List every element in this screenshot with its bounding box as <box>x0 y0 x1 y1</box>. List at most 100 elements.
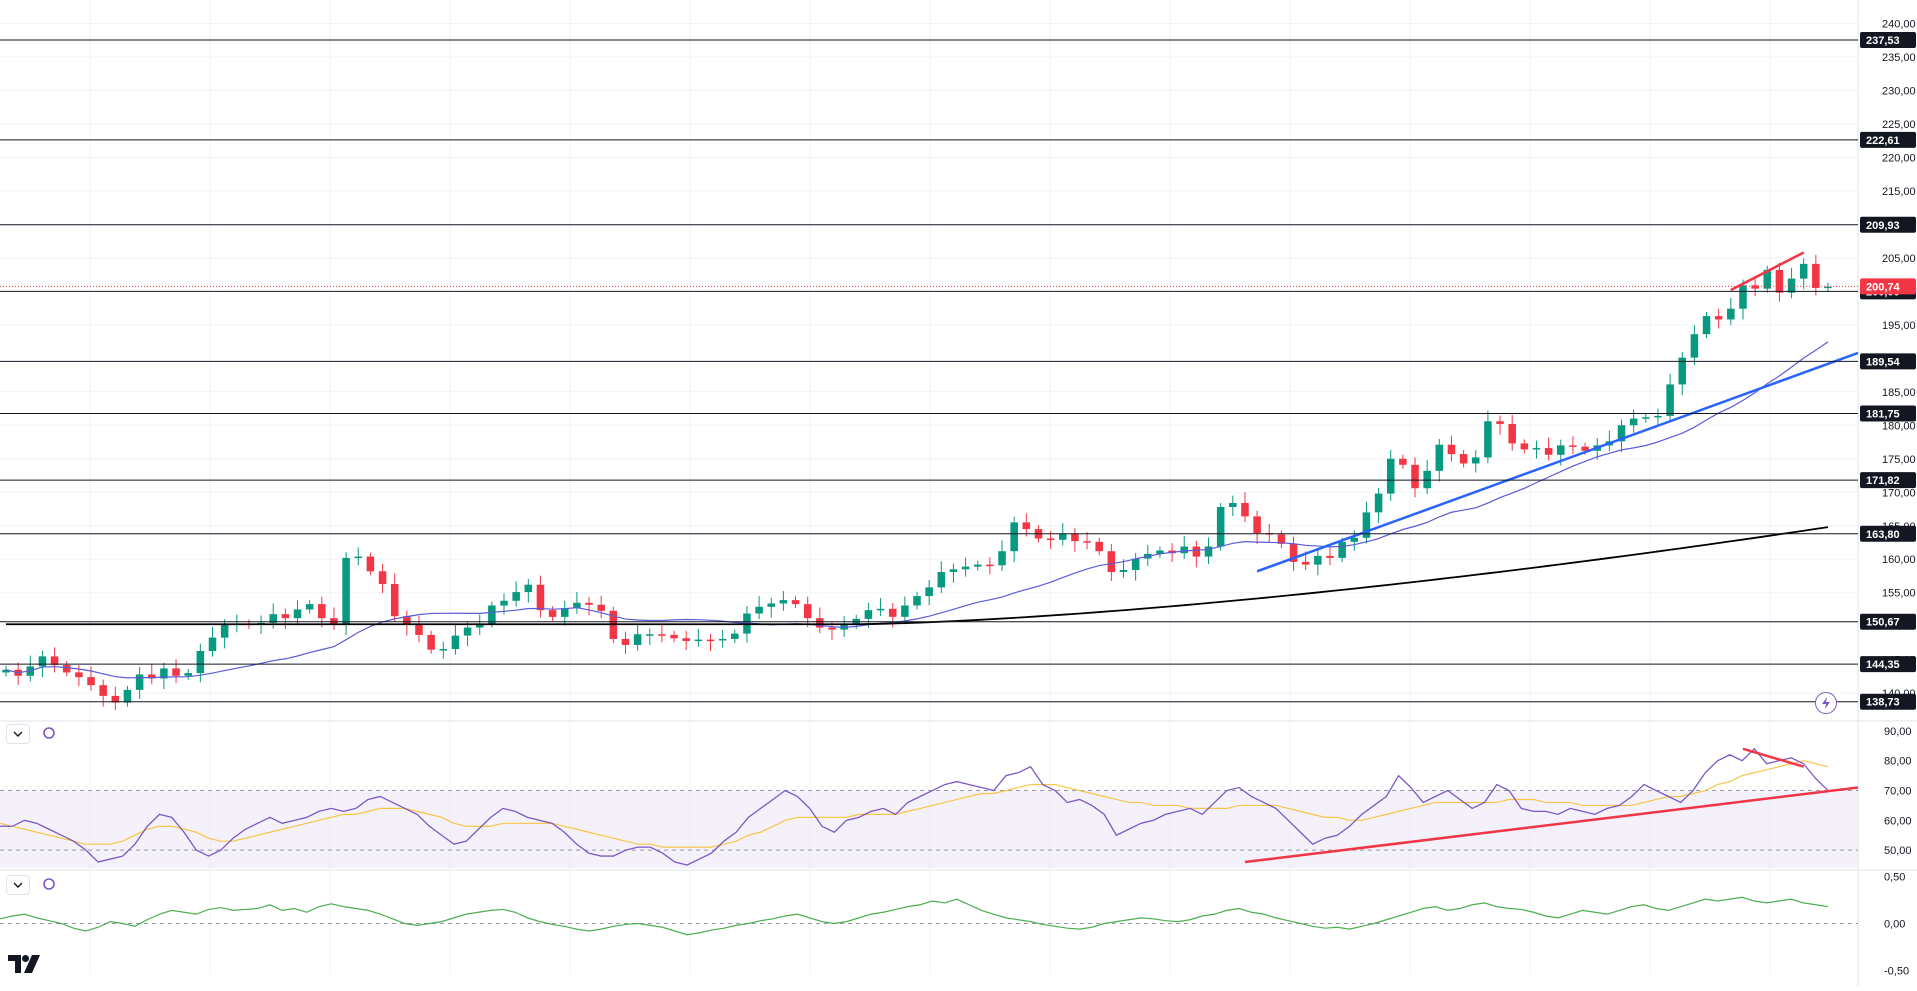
horizontal-level-badge <box>1860 656 1916 673</box>
price-axis-tick-label: 160,00 <box>1882 554 1916 566</box>
horizontal-level-badge <box>1860 613 1916 630</box>
candle-body <box>1727 308 1735 320</box>
moving-average-long-line <box>6 526 1829 626</box>
candle-body <box>475 623 484 628</box>
horizontal-level-label: 222,61 <box>1866 135 1900 147</box>
candle-body <box>876 608 885 611</box>
rsi-band-background <box>0 790 1858 868</box>
candle-body <box>1180 546 1188 554</box>
candle-body <box>390 584 399 617</box>
candle-body <box>1411 464 1419 489</box>
candle-body <box>718 638 727 641</box>
candle-body <box>1083 541 1091 543</box>
rsi-pane-collapse-button[interactable] <box>6 724 30 744</box>
oscillator-pane-settings-button[interactable] <box>38 875 60 893</box>
price-axis-tick-label: 240,00 <box>1882 18 1916 30</box>
candle-body <box>1787 278 1796 293</box>
candle-body <box>378 571 387 585</box>
candle-body <box>1666 384 1674 416</box>
candle-body <box>87 677 95 686</box>
horizontal-level-label: 189,54 <box>1866 356 1901 368</box>
horizontal-level-badge <box>1860 31 1916 48</box>
horizontal-level-label: 150,67 <box>1866 617 1900 629</box>
rsi-resistance-trendline <box>1742 747 1805 768</box>
price-axis-tick-label: 205,00 <box>1882 253 1916 265</box>
candle-body <box>1569 445 1577 447</box>
horizontal-level-label: 171,82 <box>1866 475 1900 487</box>
rsi-line <box>0 747 1829 866</box>
price-axis-tick-label: 155,00 <box>1882 588 1916 600</box>
candle-body <box>1678 357 1687 385</box>
candle-body <box>986 564 994 567</box>
candle-body <box>658 634 666 636</box>
candle-body <box>1484 421 1492 458</box>
candle-body <box>342 557 350 625</box>
candle-body <box>1010 522 1018 552</box>
candle-body <box>536 584 545 611</box>
candle-body <box>318 604 326 619</box>
candle-body <box>694 639 703 642</box>
price-axis-tick-label: 235,00 <box>1882 52 1916 64</box>
candle-body <box>488 605 496 624</box>
candle-body <box>937 571 946 588</box>
oscillator-axis-tick-label: 0,50 <box>1884 872 1905 884</box>
candle-body <box>573 602 581 609</box>
candle-body <box>220 624 229 638</box>
candle-body <box>439 649 448 651</box>
candle-body <box>1216 507 1225 547</box>
horizontal-level-badge <box>1860 353 1916 370</box>
candle-body <box>670 634 678 639</box>
horizontal-level-badge <box>1860 693 1916 710</box>
candle-body <box>512 592 520 601</box>
candle-body <box>196 651 205 674</box>
rsi-pane-settings-button[interactable] <box>38 724 60 742</box>
candle-body <box>1629 418 1638 426</box>
candle-body <box>1496 421 1504 424</box>
candle-body <box>1423 470 1431 489</box>
rsi-axis-tick-label: 70,00 <box>1884 786 1912 798</box>
price-axis-tick-label: 180,00 <box>1882 420 1916 432</box>
candle-body <box>293 609 302 619</box>
candle-body <box>646 634 654 636</box>
candle-body <box>1702 316 1711 335</box>
candle-body <box>1253 516 1261 534</box>
rsi-axis-tick-label: 90,00 <box>1884 726 1912 738</box>
candle-body <box>427 634 435 650</box>
candle-body <box>1642 417 1650 419</box>
candle-body <box>135 674 144 690</box>
candle-body <box>1204 546 1213 557</box>
candle-body <box>998 551 1006 566</box>
candle-body <box>38 656 47 667</box>
candle-body <box>1289 543 1298 562</box>
refresh-icon <box>43 878 55 890</box>
price-axis-tick-label: 170,00 <box>1882 487 1916 499</box>
candle-body <box>1131 558 1140 570</box>
candle-body <box>1714 316 1723 320</box>
candle-body <box>1241 502 1249 517</box>
candle-body <box>621 638 630 645</box>
alert-flash-button[interactable] <box>1815 692 1837 714</box>
horizontal-level-label: 237,53 <box>1866 35 1900 47</box>
candle-body <box>949 569 958 572</box>
horizontal-level-label: 163,80 <box>1866 529 1900 541</box>
candle-body <box>1022 522 1031 530</box>
oscillator-pane-collapse-button[interactable] <box>6 875 30 895</box>
candle-body <box>1095 541 1103 552</box>
candle-body <box>366 556 375 572</box>
horizontal-level-badge <box>1860 216 1916 233</box>
candle-body <box>1824 286 1832 289</box>
candle-body <box>123 689 132 703</box>
horizontal-level-label: 181,75 <box>1866 409 1900 421</box>
last-price-badge <box>1860 278 1916 295</box>
tradingview-logo[interactable] <box>8 955 40 978</box>
moving-average-short-line <box>5 341 1829 679</box>
candle-body <box>731 633 739 639</box>
candle-body <box>463 627 472 636</box>
candle-body <box>682 638 690 641</box>
candle-body <box>973 564 982 567</box>
horizontal-level-label: 144,35 <box>1866 659 1900 671</box>
candle-body <box>415 624 423 635</box>
candle-body <box>184 673 192 676</box>
